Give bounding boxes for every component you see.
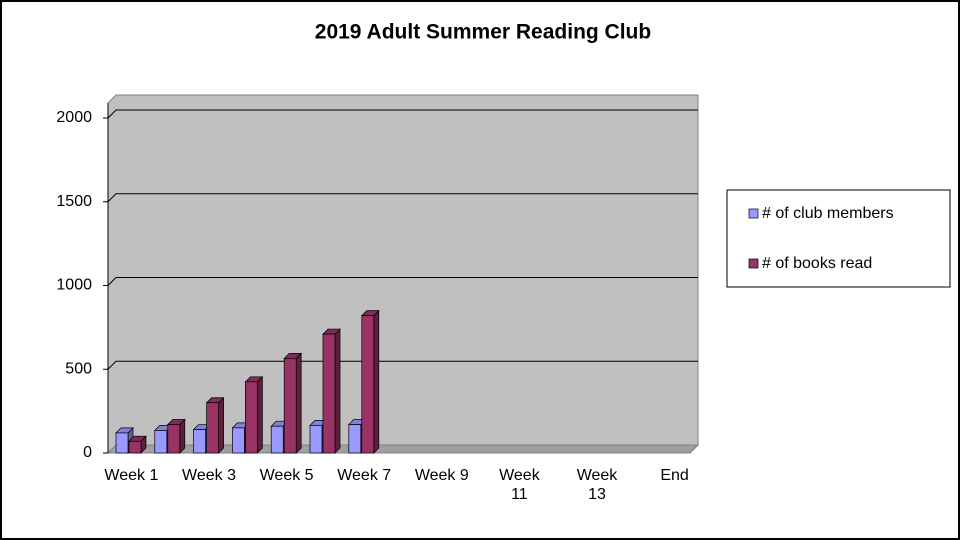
y-tick-label: 0	[83, 444, 92, 461]
bar-side	[218, 396, 224, 454]
legend-swatch	[748, 208, 759, 219]
grid-line	[107, 277, 698, 286]
x-tick-label: Week 13	[576, 467, 618, 503]
legend-label: # of club members	[762, 205, 894, 222]
bar	[309, 425, 323, 454]
bar	[154, 430, 168, 454]
bar	[193, 429, 206, 454]
bar-side	[334, 328, 341, 454]
plot-wall	[107, 94, 699, 454]
x-tick-label: Week 7	[337, 467, 392, 484]
grid-line	[107, 193, 698, 203]
chart-title: 2019 Adult Summer Reading Club	[315, 21, 651, 44]
x-tick-label: End	[660, 467, 689, 484]
x-tick-label: Week 11	[499, 467, 540, 503]
bar	[128, 440, 142, 454]
bar-side	[373, 309, 380, 454]
y-tick-label: 500	[65, 360, 92, 377]
legend-label: # of books read	[762, 255, 872, 272]
bar	[206, 402, 219, 454]
bar	[283, 358, 297, 454]
y-tick-label: 1500	[56, 193, 92, 210]
legend-swatch	[748, 258, 759, 269]
grid-line	[107, 360, 698, 370]
bar	[167, 424, 181, 454]
bar	[115, 432, 129, 454]
grid-line	[107, 109, 698, 119]
bar	[361, 315, 375, 454]
legend	[726, 189, 951, 288]
bar-side	[179, 418, 186, 454]
bar	[232, 427, 245, 454]
bar	[270, 425, 284, 454]
x-tick-label: Week 9	[414, 467, 469, 484]
bar-side	[295, 352, 302, 454]
x-tick-label: Week 5	[259, 467, 314, 484]
y-tick-label: 2000	[56, 109, 92, 126]
bar	[348, 424, 362, 454]
x-tick-label: Week 1	[104, 467, 159, 484]
x-tick-label: Week 3	[182, 467, 236, 484]
bar	[322, 333, 336, 454]
y-tick-label: 1000	[56, 277, 92, 294]
bar-side	[257, 375, 263, 454]
bar	[245, 381, 258, 454]
